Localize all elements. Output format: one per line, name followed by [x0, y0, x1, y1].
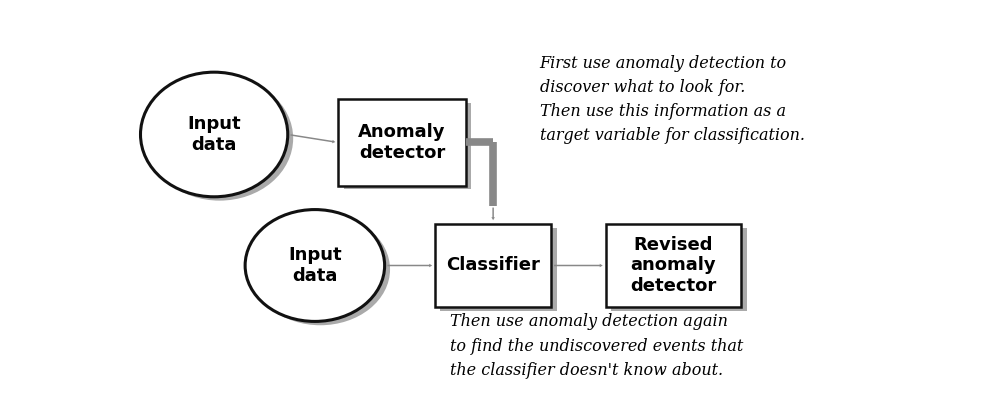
Text: Input
data: Input data — [288, 246, 342, 285]
Text: Classifier: Classifier — [446, 256, 540, 274]
Bar — [344, 103, 471, 189]
Text: Anomaly
detector: Anomaly detector — [358, 123, 446, 162]
Bar — [606, 224, 741, 307]
Bar — [338, 99, 466, 186]
Text: First use anomaly detection to
discover what to look for.
Then use this informat: First use anomaly detection to discover … — [540, 55, 805, 144]
Text: Then use anomaly detection again
to find the undiscovered events that
the classi: Then use anomaly detection again to find… — [450, 313, 744, 379]
Ellipse shape — [146, 76, 293, 200]
Ellipse shape — [251, 213, 390, 325]
Ellipse shape — [245, 210, 385, 321]
Ellipse shape — [140, 72, 288, 197]
Bar — [440, 228, 557, 311]
Bar — [611, 228, 747, 311]
Bar — [435, 224, 551, 307]
Text: Revised
anomaly
detector: Revised anomaly detector — [630, 236, 716, 295]
Text: Input
data: Input data — [187, 115, 241, 154]
